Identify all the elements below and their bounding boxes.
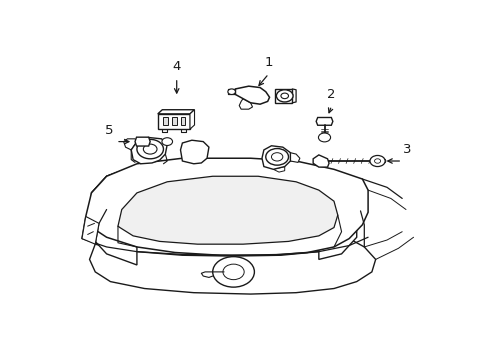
Polygon shape	[91, 165, 137, 265]
Circle shape	[137, 139, 163, 159]
Polygon shape	[273, 167, 284, 172]
Polygon shape	[89, 239, 375, 294]
Circle shape	[212, 257, 254, 287]
Polygon shape	[316, 117, 332, 125]
Text: 5: 5	[105, 123, 114, 136]
Polygon shape	[91, 159, 356, 210]
Polygon shape	[318, 190, 356, 260]
Circle shape	[369, 156, 385, 167]
Polygon shape	[131, 138, 167, 164]
Polygon shape	[172, 117, 176, 125]
Circle shape	[223, 264, 244, 280]
Polygon shape	[163, 117, 168, 125]
Polygon shape	[290, 153, 299, 162]
Polygon shape	[189, 110, 194, 129]
Polygon shape	[180, 117, 184, 125]
Polygon shape	[118, 176, 337, 244]
Polygon shape	[180, 140, 208, 164]
Text: 3: 3	[402, 143, 410, 156]
Circle shape	[265, 149, 288, 165]
Circle shape	[374, 159, 380, 163]
Circle shape	[143, 144, 157, 154]
Text: 2: 2	[327, 87, 335, 100]
Polygon shape	[82, 158, 367, 255]
Polygon shape	[123, 139, 137, 150]
Polygon shape	[158, 114, 189, 129]
Polygon shape	[239, 99, 252, 109]
Circle shape	[271, 153, 282, 161]
Circle shape	[318, 133, 330, 142]
Polygon shape	[135, 137, 150, 146]
Circle shape	[276, 90, 292, 102]
Circle shape	[227, 89, 235, 94]
Polygon shape	[312, 155, 328, 167]
Polygon shape	[158, 110, 194, 114]
Polygon shape	[262, 146, 290, 169]
Polygon shape	[235, 86, 269, 104]
Circle shape	[280, 93, 288, 99]
Polygon shape	[189, 151, 196, 156]
Polygon shape	[275, 89, 292, 103]
Text: 1: 1	[264, 56, 272, 69]
Polygon shape	[82, 216, 99, 244]
Text: 4: 4	[172, 60, 181, 73]
Circle shape	[162, 138, 172, 145]
